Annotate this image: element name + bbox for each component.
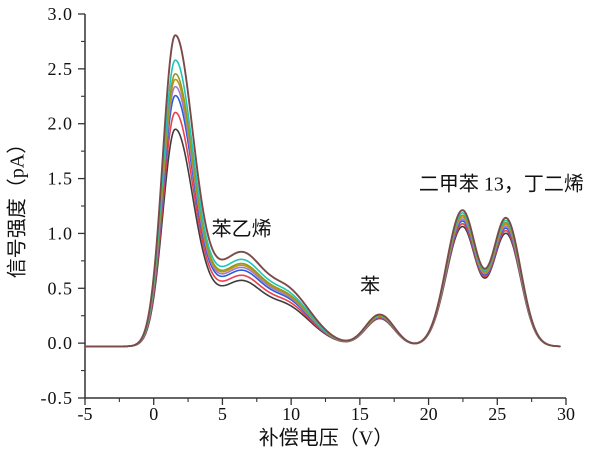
x-tick-label: 5 [218,404,227,424]
y-tick-label: 0.5 [48,278,74,298]
series-line-curve-cyan [84,59,561,348]
x-tick-label: 10 [282,404,300,424]
series-line-curve-red [84,111,561,348]
y-tick-label: 1.5 [48,169,74,189]
series-line-curve-olive [84,73,561,348]
y-tick-label: 2.0 [48,114,74,134]
y-tick-label: -0.5 [41,388,74,408]
x-tick-label: 30 [557,404,575,424]
x-tick-label: -5 [78,404,93,424]
series-line-curve-purple [84,85,561,348]
y-tick-label: 2.5 [48,59,74,79]
x-tick-label: 25 [488,404,506,424]
y-tick-label: 0.0 [48,333,74,353]
x-tick-label: 20 [420,404,438,424]
series-line-curve-gold [84,78,561,348]
series-line-curve-blue [84,94,561,348]
annotation-benzene: 苯 [360,275,381,298]
y-tick-label: 3.0 [48,4,74,24]
x-tick-label: 15 [351,404,369,424]
annotation-styrene: 苯乙烯 [211,218,272,241]
x-tick-label: 0 [149,404,158,424]
y-tick-label: 1.0 [48,223,74,243]
y-axis-title: 信号强度（pA） [6,133,29,279]
x-axis-title: 补偿电压（V） [258,427,394,450]
series-line-curve-brown [84,34,561,348]
annotation-xylene-butadiene: 二甲苯 13，丁二烯 [418,173,584,196]
